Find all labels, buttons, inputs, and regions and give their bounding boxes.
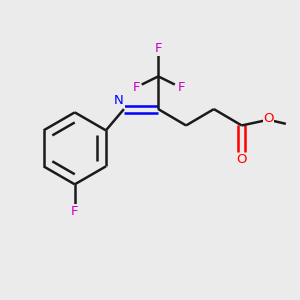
Text: O: O bbox=[236, 153, 247, 166]
Text: N: N bbox=[114, 94, 124, 107]
Text: O: O bbox=[263, 112, 274, 125]
Text: F: F bbox=[71, 205, 79, 218]
Text: F: F bbox=[133, 81, 140, 94]
Text: F: F bbox=[178, 81, 185, 94]
Text: F: F bbox=[154, 42, 162, 55]
